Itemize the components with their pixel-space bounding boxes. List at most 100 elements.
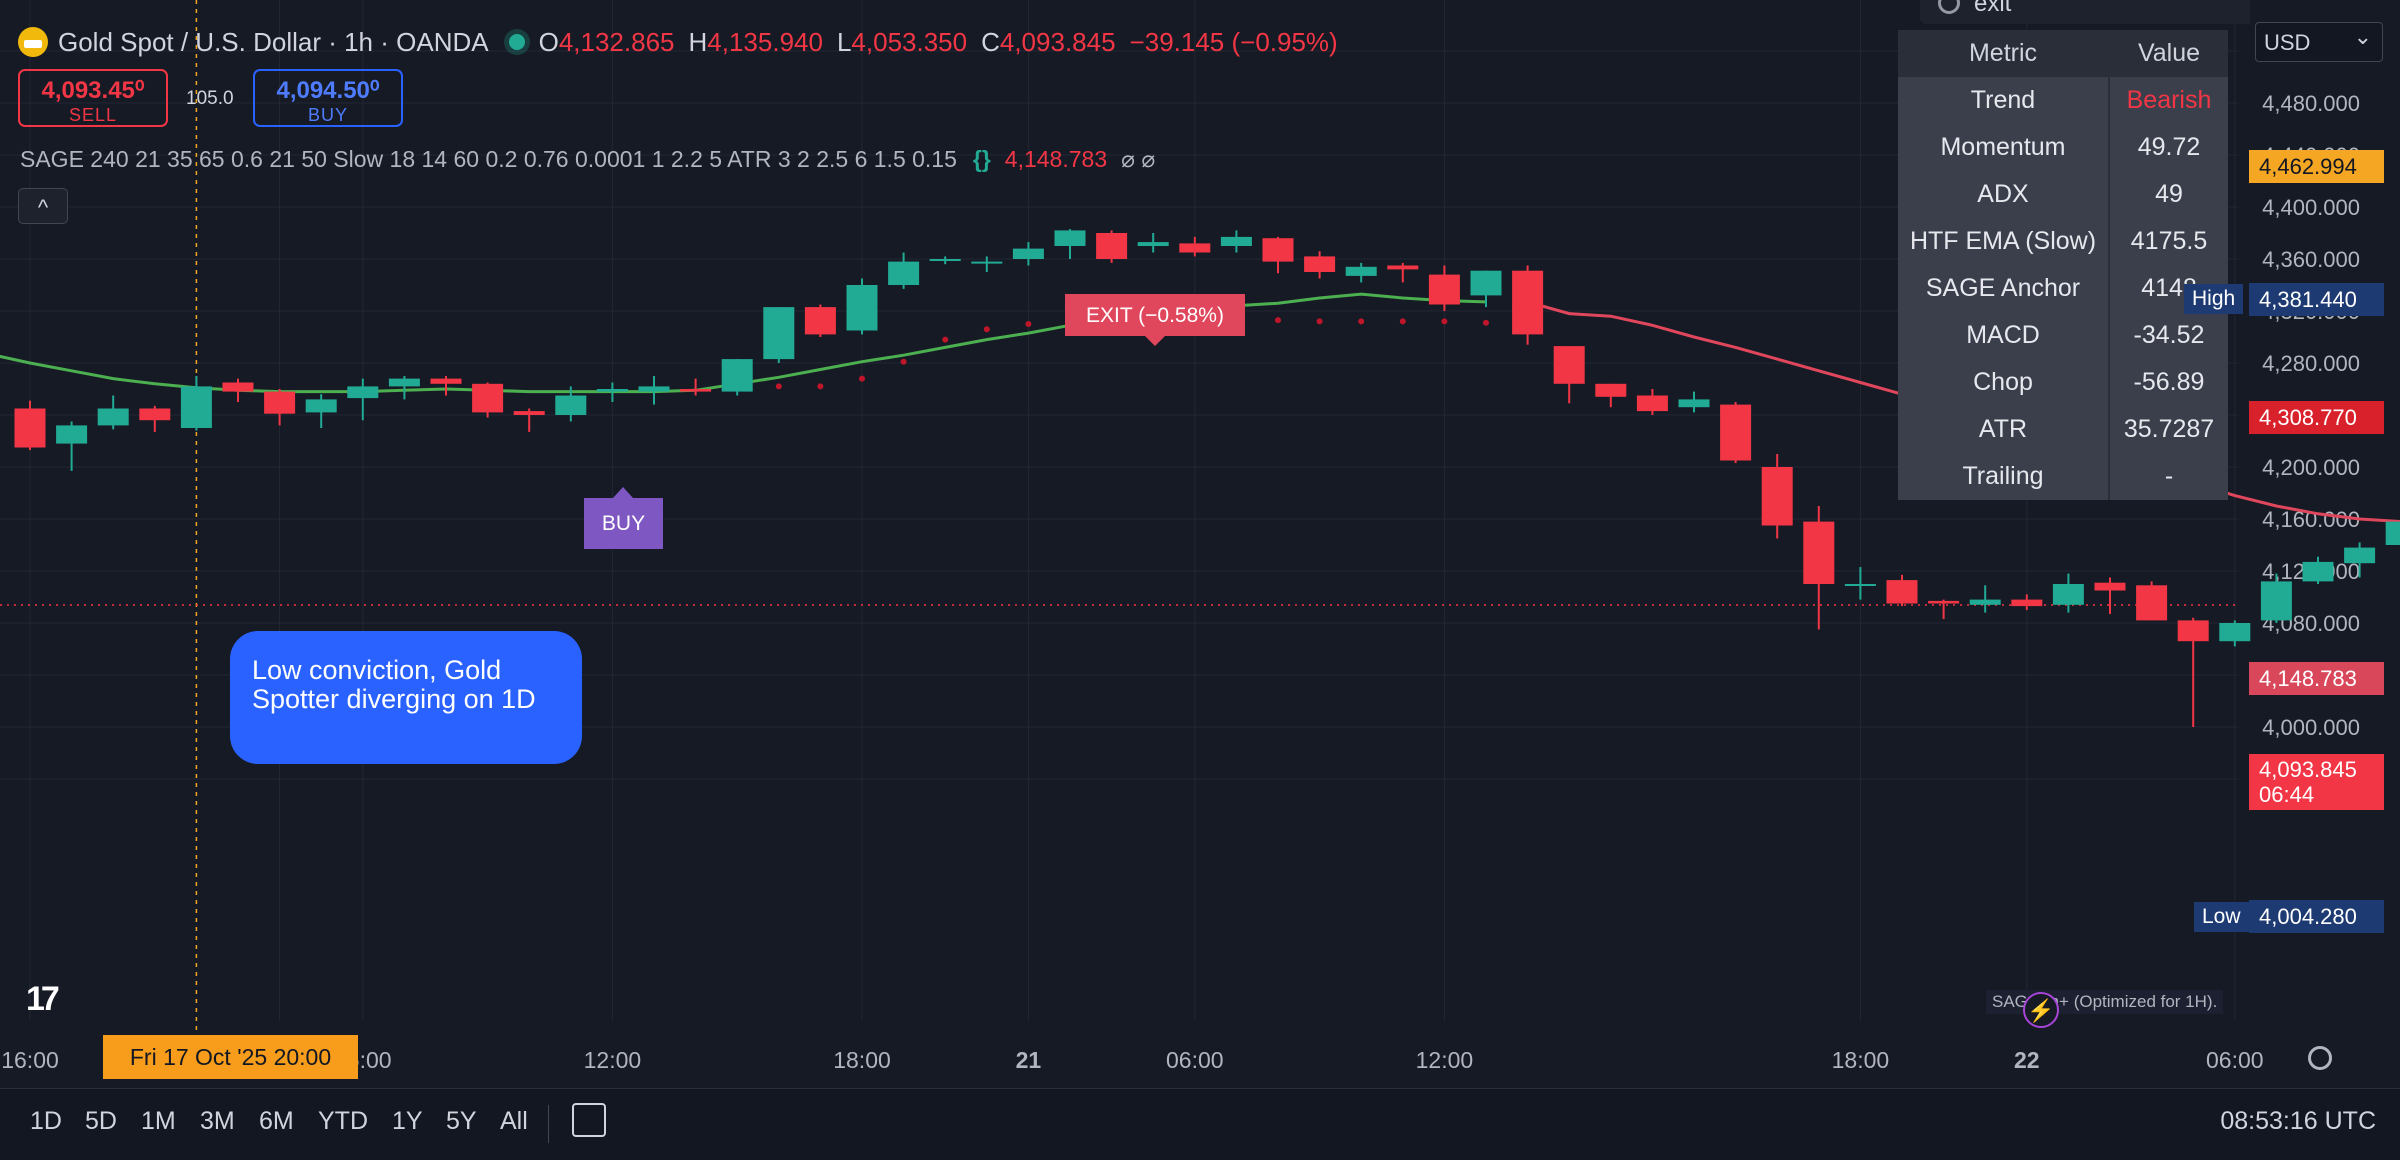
range-3m[interactable]: 3M (200, 1107, 235, 1135)
metric-value: Bearish (2126, 86, 2212, 114)
buy-signal[interactable]: BUY (584, 487, 663, 555)
trailing-stop-dot (1275, 317, 1281, 324)
candle-body (1928, 600, 1960, 604)
candle-body (1137, 242, 1169, 246)
range-1m[interactable]: 1M (141, 1107, 176, 1135)
metric-value: 49 (2155, 180, 2183, 208)
range-5y[interactable]: 5Y (446, 1107, 477, 1135)
exit-signal[interactable]: EXIT (−0.58%) (1065, 294, 1245, 358)
candle-body (1304, 256, 1336, 272)
metrics-row: ATR 35.7287 (1898, 406, 2228, 453)
candle-body (1220, 236, 1252, 246)
metric-value: 49.72 (2137, 133, 2201, 161)
open-label: O (538, 26, 559, 57)
indicator-legend[interactable]: SAGE 240 21 35 65 0.6 21 50 Slow 18 14 6… (20, 146, 1155, 173)
metrics-table: Metric Value Trend Bearish Momentum 49.72 … (1898, 30, 2228, 500)
trailing-stop-dot (1483, 319, 1489, 326)
metrics-header-row: Metric Value (1898, 30, 2228, 77)
x-axis-tick-label: 18:00 (1832, 1047, 1890, 1073)
gold-logo-icon (18, 27, 48, 57)
candle-body (2302, 561, 2334, 582)
date-range-icon[interactable] (572, 1103, 606, 1137)
symbol-title[interactable]: Gold Spot / U.S. Dollar · 1h · OANDA (58, 26, 489, 57)
y-axis-tick-label: 4,400.000 (2262, 195, 2360, 220)
candle-body (1886, 580, 1918, 604)
price-tag-4308: 4,308.770 (2249, 401, 2384, 434)
currency-select[interactable]: USD (2255, 17, 2383, 62)
low-price-tag: 4,004.280 (2249, 900, 2384, 933)
candle-body (1803, 521, 1835, 584)
sell-button[interactable]: 4,093.45⁰ SELL (18, 69, 168, 127)
range-ytd[interactable]: YTD (318, 1107, 368, 1135)
range-all[interactable]: All (500, 1107, 528, 1135)
candle-body (971, 261, 1003, 264)
crosshair-date-badge: Fri 17 Oct '25 20:00 (103, 1035, 358, 1079)
candle-body (14, 408, 46, 448)
candle-body (638, 386, 670, 392)
buy-signal-label: BUY (601, 512, 646, 535)
candle-body (2094, 582, 2126, 591)
candle-body (472, 383, 504, 413)
metrics-row: ADX 49 (1898, 171, 2228, 218)
range-1d[interactable]: 1D (30, 1107, 62, 1135)
market-status-icon (508, 34, 525, 50)
toolbar-divider (548, 1105, 549, 1143)
metric-name: HTF EMA (Slow) (1898, 218, 2110, 265)
last-price-tag: 4,093.845 06:44 (2249, 754, 2384, 810)
low-label-tag: Low (2194, 902, 2249, 932)
sell-price: 4,093.45⁰ (41, 77, 145, 104)
candle-body (180, 386, 212, 428)
ohlc-legend: Gold Spot / U.S. Dollar · 1h · OANDA O 4,… (18, 22, 1352, 62)
x-axis-tick-label: 16:00 (1, 1047, 59, 1073)
candle-body (1595, 383, 1627, 397)
range-5d[interactable]: 5D (85, 1107, 117, 1135)
metrics-row: Trailing - (1898, 453, 2228, 500)
metric-name: ADX (1898, 171, 2110, 218)
candle-body (1012, 248, 1044, 259)
utc-clock[interactable]: 08:53:16 UTC (2220, 1107, 2376, 1135)
trailing-stop-dot (1399, 318, 1406, 325)
change-value: −39.145 (−0.95%) (1129, 26, 1338, 57)
candle-body (513, 411, 545, 415)
candle-body (97, 408, 129, 426)
candle-body (2177, 620, 2209, 642)
tradingview-logo-icon[interactable]: 17 (26, 980, 60, 1018)
high-label-tag: High (2184, 284, 2244, 314)
indicator-footnote: SAG…m+ (Optimized for 1H). (1986, 990, 2224, 1014)
y-axis-tick-label: 4,360.000 (2262, 247, 2360, 272)
candle-body (1054, 230, 1086, 246)
candle-body (721, 359, 753, 392)
x-axis-tick-label: 22 (2014, 1047, 2040, 1073)
candle-body (1969, 599, 2001, 605)
candle-body (1636, 395, 1668, 412)
open-value: 4,132.865 (558, 26, 675, 57)
lightning-icon[interactable]: ⚡ (2023, 992, 2059, 1028)
candle-body (2011, 599, 2043, 607)
metric-name: MACD (1898, 312, 2110, 359)
search-box[interactable]: exit (1920, 0, 2250, 24)
range-6m[interactable]: 6M (259, 1107, 294, 1135)
annotation-callout[interactable]: Low conviction, Gold Spotter diverging o… (230, 631, 582, 764)
metrics-row: HTF EMA (Slow) 4175.5 (1898, 218, 2228, 265)
close-value: 4,093.845 (999, 26, 1116, 57)
sell-label: SELL (68, 105, 118, 125)
gear-icon[interactable] (2308, 1046, 2332, 1070)
collapse-legend-button[interactable]: ^ (18, 188, 68, 224)
buy-button[interactable]: 4,094.50⁰ BUY (253, 69, 403, 127)
price-chart[interactable]: 4,520.0004,480.0004,440.0004,400.0004,36… (0, 0, 2400, 1088)
metrics-row: MACD -34.52 (1898, 312, 2228, 359)
source-code-icon[interactable]: {} (972, 146, 991, 172)
metric-value: -56.89 (2133, 368, 2205, 396)
low-label: L (836, 26, 852, 57)
metrics-row: Trend Bearish (1898, 77, 2228, 124)
candle-body (1720, 404, 1752, 461)
spread-value: 105.0 (186, 88, 234, 109)
buy-signal-shape (584, 487, 663, 549)
candle-body (1761, 467, 1793, 526)
candle-body (2052, 584, 2084, 605)
high-value: 4,135.940 (707, 26, 823, 57)
range-1y[interactable]: 1Y (392, 1107, 423, 1135)
candle-body (2260, 581, 2292, 621)
metric-name: Trend (1898, 77, 2110, 124)
trailing-stop-dot (942, 336, 949, 343)
